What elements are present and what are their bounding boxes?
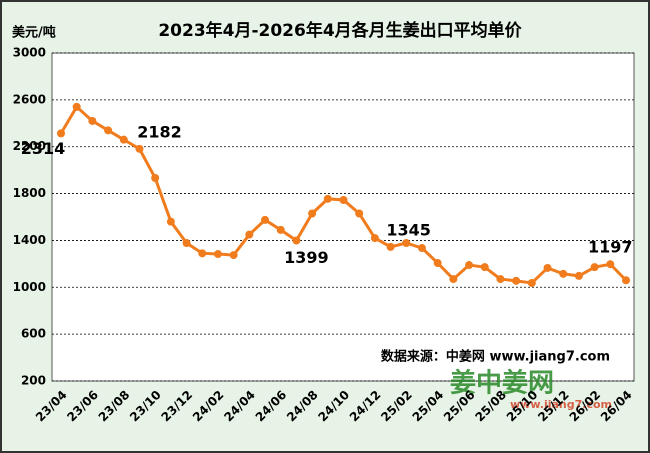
point [292, 236, 301, 245]
point [308, 209, 317, 218]
point [198, 249, 207, 258]
y-tick-label: 1800 [13, 186, 46, 200]
point [57, 129, 65, 138]
y-tick-label: 1000 [13, 280, 46, 294]
point [245, 230, 254, 239]
point [166, 217, 175, 226]
point [543, 263, 552, 272]
point [386, 242, 395, 251]
point [559, 269, 568, 278]
grid [52, 52, 634, 382]
y-tick-label: 1400 [13, 233, 46, 247]
y-tick-label: 3000 [13, 46, 46, 60]
point [182, 239, 191, 248]
point [135, 144, 144, 153]
point [527, 278, 536, 287]
point [229, 251, 238, 260]
point [574, 271, 583, 280]
watermark: 姜中姜网 [450, 368, 554, 399]
point [402, 239, 411, 248]
point [119, 135, 128, 144]
point [433, 259, 442, 268]
source: 数据来源：中姜网 www.jiang7.com [381, 349, 610, 365]
plot-area [51, 52, 635, 382]
point [72, 102, 81, 111]
point [512, 276, 521, 285]
point [480, 263, 489, 272]
y-tick-label: 600 [21, 327, 46, 341]
point [355, 209, 364, 218]
point [370, 234, 379, 243]
point [151, 173, 160, 182]
point [261, 215, 270, 224]
data-label: 1197 [588, 238, 633, 257]
point [104, 126, 113, 135]
point [213, 250, 222, 259]
point [339, 196, 348, 205]
point [606, 260, 615, 269]
y-axis-label: 美元/吨 [12, 25, 56, 41]
point [622, 276, 630, 285]
point [590, 263, 599, 272]
y-tick-label: 2200 [13, 139, 46, 153]
data-label: 1399 [284, 248, 329, 267]
point [449, 275, 458, 284]
chart-title: 2023年4月-2026年4月各月生姜出口平均单价 [158, 20, 522, 41]
marks [57, 102, 630, 287]
data-label: 1345 [386, 220, 431, 239]
point [465, 261, 474, 270]
point [88, 116, 97, 125]
data-label: 2182 [137, 122, 182, 141]
point [496, 275, 505, 284]
point [276, 225, 285, 234]
data-label: 2314 [21, 139, 66, 158]
y-tick-label: 200 [21, 374, 46, 388]
point [417, 244, 426, 253]
point [323, 194, 332, 203]
watermark-url: www.jiang7.com [510, 398, 612, 411]
y-tick-label: 2600 [13, 92, 46, 106]
